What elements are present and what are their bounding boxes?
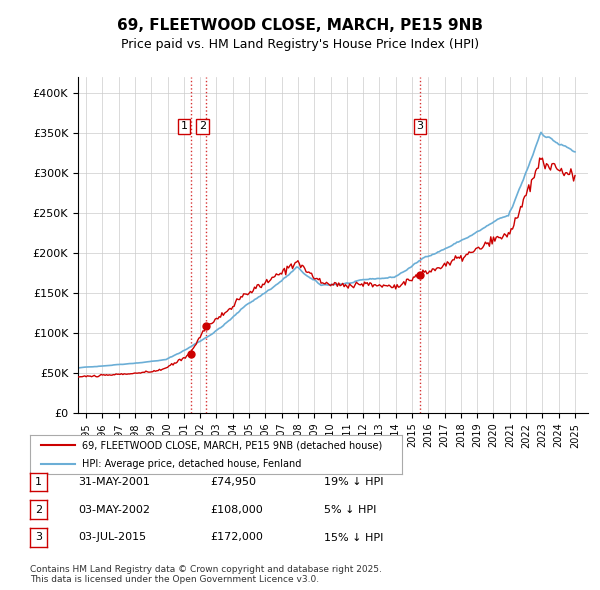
Text: 31-MAY-2001: 31-MAY-2001 [78,477,150,487]
Text: 3: 3 [416,122,424,132]
Text: £172,000: £172,000 [210,533,263,542]
Text: 5% ↓ HPI: 5% ↓ HPI [324,505,376,514]
Text: 69, FLEETWOOD CLOSE, MARCH, PE15 9NB (detached house): 69, FLEETWOOD CLOSE, MARCH, PE15 9NB (de… [82,440,382,450]
Text: 3: 3 [35,533,42,542]
Text: 69, FLEETWOOD CLOSE, MARCH, PE15 9NB: 69, FLEETWOOD CLOSE, MARCH, PE15 9NB [117,18,483,32]
Text: 19% ↓ HPI: 19% ↓ HPI [324,477,383,487]
Text: 2: 2 [199,122,206,132]
Text: Price paid vs. HM Land Registry's House Price Index (HPI): Price paid vs. HM Land Registry's House … [121,38,479,51]
Text: 03-MAY-2002: 03-MAY-2002 [78,505,150,514]
Text: HPI: Average price, detached house, Fenland: HPI: Average price, detached house, Fenl… [82,459,301,469]
Text: £108,000: £108,000 [210,505,263,514]
Text: 15% ↓ HPI: 15% ↓ HPI [324,533,383,542]
Text: Contains HM Land Registry data © Crown copyright and database right 2025.
This d: Contains HM Land Registry data © Crown c… [30,565,382,584]
Text: 03-JUL-2015: 03-JUL-2015 [78,533,146,542]
Text: £74,950: £74,950 [210,477,256,487]
Text: 1: 1 [181,122,187,132]
Text: 1: 1 [35,477,42,487]
Text: 2: 2 [35,505,42,514]
